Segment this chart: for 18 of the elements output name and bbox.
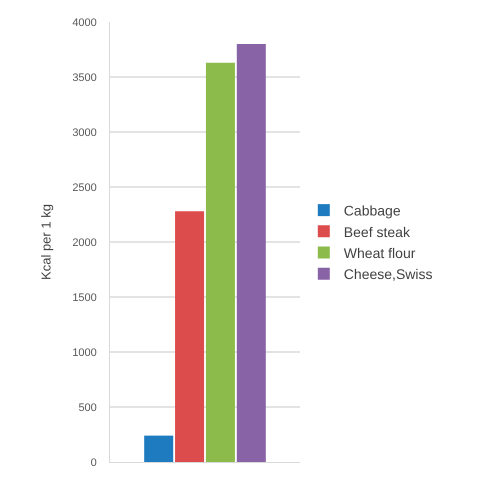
y-tick-label: 0 xyxy=(90,456,97,469)
legend-label: Cabbage xyxy=(344,202,401,219)
bar xyxy=(236,44,266,462)
legend-label: Cheese,Swiss xyxy=(344,266,433,282)
y-tick-label: 3000 xyxy=(72,126,97,139)
y-tick-label: 1000 xyxy=(72,346,97,359)
y-tick-label: 3500 xyxy=(72,72,97,84)
y-tick-label: 2500 xyxy=(72,182,97,194)
legend-label: Beef steak xyxy=(344,224,411,240)
bar xyxy=(175,211,204,462)
legend-label: Wheat flour xyxy=(344,244,416,261)
y-tick-label: 500 xyxy=(78,402,97,414)
y-tick-label: 2000 xyxy=(72,236,97,249)
bar xyxy=(206,62,235,462)
bar xyxy=(144,436,174,462)
y-tick-label: 4000 xyxy=(72,16,97,29)
y-axis-title: Kcal per 1 kg xyxy=(38,204,54,280)
y-tick-label: 1500 xyxy=(72,292,97,304)
